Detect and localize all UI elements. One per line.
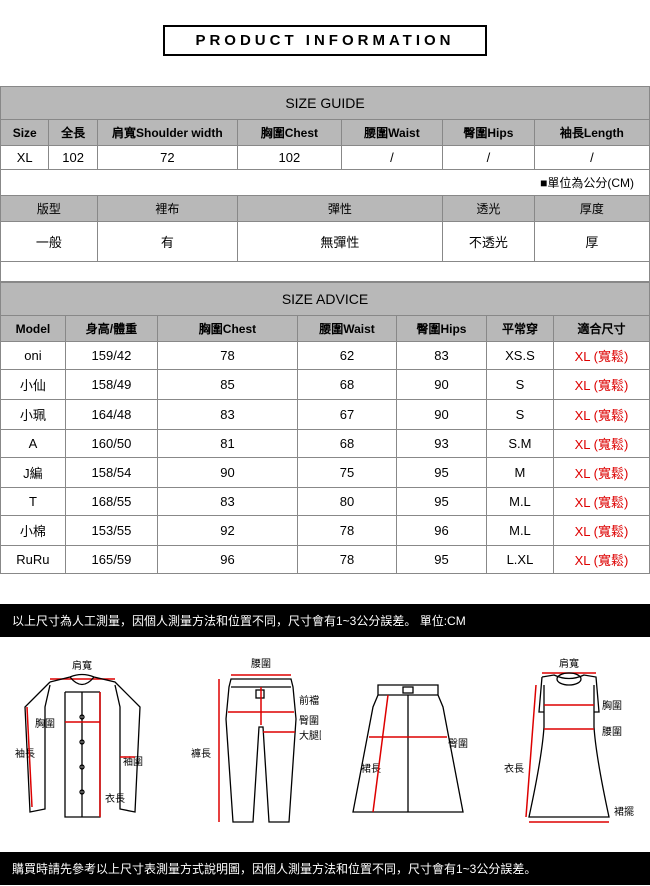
unit-note: ■單位為公分(CM) bbox=[1, 170, 650, 196]
col-full-length: 全長 bbox=[49, 120, 97, 146]
col-sleeve: 袖長Length bbox=[534, 120, 649, 146]
svg-text:前襠: 前襠 bbox=[299, 694, 319, 707]
table-row: T168/55838095M.LXL (寬鬆) bbox=[1, 488, 650, 516]
title-text: PRODUCT INFORMATION bbox=[163, 25, 486, 56]
dress-diagram: 肩寬 胸圍 腰圍 衣長 裙擺 bbox=[493, 657, 645, 832]
table-row: 小珮164/48836790SXL (寬鬆) bbox=[1, 400, 650, 430]
svg-text:臀圍: 臀圍 bbox=[299, 715, 319, 727]
svg-text:袖長: 袖長 bbox=[15, 747, 35, 760]
bottom-note: 購買時請先參考以上尺寸表測量方式說明圖，因個人測量方法和位置不同，尺寸會有1~3… bbox=[0, 852, 650, 885]
svg-text:褲長: 褲長 bbox=[191, 747, 211, 760]
svg-text:大腿圍: 大腿圍 bbox=[299, 729, 321, 742]
svg-text:衣長: 衣長 bbox=[504, 762, 524, 775]
col-chest: 胸圍Chest bbox=[237, 120, 341, 146]
table-header-row: Size 全長 肩寬Shoulder width 胸圍Chest 腰圍Waist… bbox=[1, 120, 650, 146]
col-size: Size bbox=[1, 120, 49, 146]
svg-text:肩寬: 肩寬 bbox=[72, 659, 92, 672]
spacer-row bbox=[1, 262, 650, 282]
table-row: RuRu165/59967895L.XLXL (寬鬆) bbox=[1, 546, 650, 574]
svg-text:肩寬: 肩寬 bbox=[559, 657, 579, 670]
size-advice-table: SIZE ADVICE Model 身高/體重 胸圍Chest 腰圍Waist … bbox=[0, 282, 650, 574]
svg-text:腰圍: 腰圍 bbox=[602, 726, 622, 738]
col-shoulder: 肩寬Shoulder width bbox=[97, 120, 237, 146]
size-guide-title: SIZE GUIDE bbox=[1, 87, 650, 120]
page-title: PRODUCT INFORMATION bbox=[0, 25, 650, 56]
shirt-diagram: 肩寬 胸圍 袖長 袖圍 衣長 bbox=[5, 657, 160, 832]
svg-text:胸圍: 胸圍 bbox=[35, 717, 55, 730]
table-row: 小仙158/49856890SXL (寬鬆) bbox=[1, 370, 650, 400]
size-advice-title: SIZE ADVICE bbox=[1, 283, 650, 316]
table-row: J編158/54907595MXL (寬鬆) bbox=[1, 458, 650, 488]
col-waist: 腰圍Waist bbox=[341, 120, 442, 146]
svg-text:衣長: 衣長 bbox=[105, 792, 125, 805]
svg-text:胸圍: 胸圍 bbox=[602, 699, 622, 712]
pants-diagram: 腰圍 前襠 臀圍 大腿圍 褲長 bbox=[170, 657, 322, 832]
table-row: A160/50816893S.MXL (寬鬆) bbox=[1, 430, 650, 458]
attr-value-row: 一般 有 無彈性 不透光 厚 bbox=[1, 222, 650, 262]
diagram-section: 以上尺寸為人工測量，因個人測量方法和位置不同，尺寸會有1~3公分誤差。 單位:C… bbox=[0, 604, 650, 885]
table-row: XL 102 72 102 / / / bbox=[1, 146, 650, 170]
svg-text:臀圍: 臀圍 bbox=[448, 738, 468, 750]
skirt-diagram: 臀圍 裙長 bbox=[332, 657, 484, 832]
col-hips: 臀圍Hips bbox=[442, 120, 534, 146]
table-row: 小棉153/55927896M.LXL (寬鬆) bbox=[1, 516, 650, 546]
attr-header-row: 版型 裡布 彈性 透光 厚度 bbox=[1, 196, 650, 222]
top-note: 以上尺寸為人工測量，因個人測量方法和位置不同，尺寸會有1~3公分誤差。 單位:C… bbox=[0, 604, 650, 637]
table-row: oni159/42786283XS.SXL (寬鬆) bbox=[1, 342, 650, 370]
svg-text:裙擺: 裙擺 bbox=[614, 805, 634, 818]
size-guide-table: SIZE GUIDE Size 全長 肩寬Shoulder width 胸圍Ch… bbox=[0, 86, 650, 282]
diagram-row: 肩寬 胸圍 袖長 袖圍 衣長 腰圍 bbox=[0, 637, 650, 852]
table-header-row: Model 身高/體重 胸圍Chest 腰圍Waist 臀圍Hips 平常穿 適… bbox=[1, 316, 650, 342]
svg-text:腰圍: 腰圍 bbox=[251, 658, 271, 670]
